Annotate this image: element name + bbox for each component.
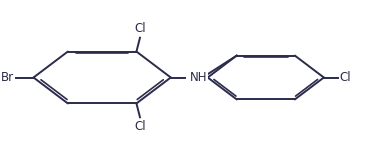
Text: Cl: Cl xyxy=(134,22,146,35)
Text: NH: NH xyxy=(190,71,208,84)
Text: Br: Br xyxy=(1,71,14,84)
Text: Cl: Cl xyxy=(134,120,146,133)
Text: Cl: Cl xyxy=(340,71,351,84)
